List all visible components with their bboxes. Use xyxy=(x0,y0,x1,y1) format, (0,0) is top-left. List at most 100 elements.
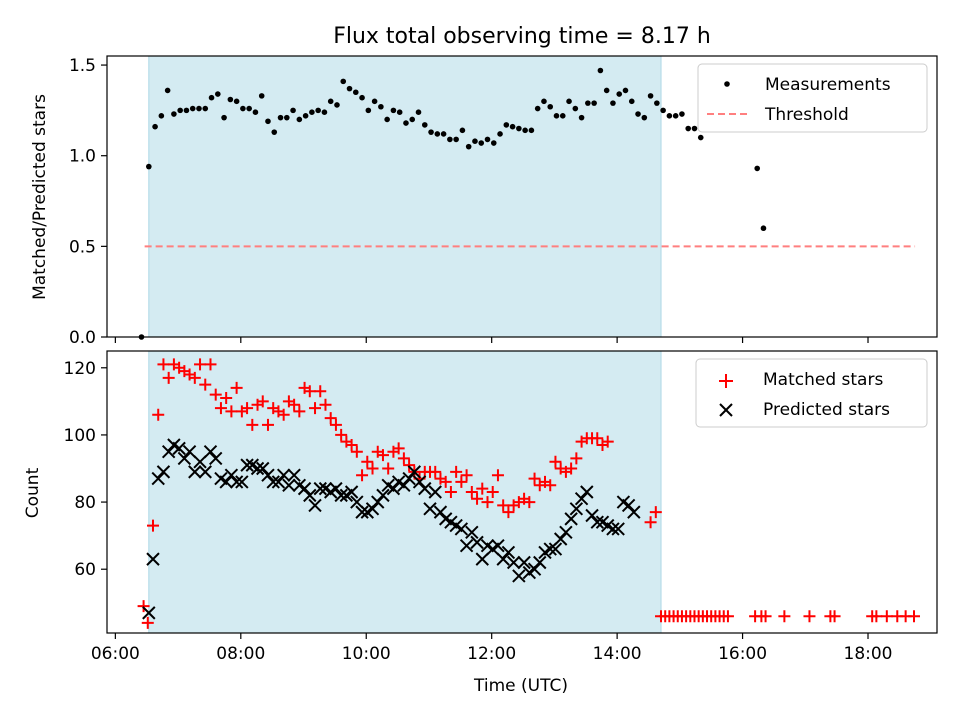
predicted-star-point xyxy=(193,455,207,469)
matched-star-point xyxy=(319,398,332,411)
measurement-point xyxy=(578,114,585,121)
predicted-star-point xyxy=(543,542,557,556)
predicted-star-point xyxy=(491,539,505,553)
predicted-star-point xyxy=(585,508,599,523)
predicted-star-point xyxy=(355,505,369,519)
measurement-point xyxy=(528,127,535,134)
measurement-point xyxy=(189,105,196,112)
predicted-star-point xyxy=(282,478,296,492)
measurement-point xyxy=(660,107,666,114)
measurement-point xyxy=(421,122,428,128)
matched-star-point xyxy=(523,496,536,509)
measurement-point xyxy=(246,105,252,112)
measurement-point xyxy=(202,105,209,112)
threshold-legend-label: Threshold xyxy=(764,105,849,125)
matched-star-point xyxy=(460,469,473,482)
measurement-point xyxy=(352,89,359,96)
predicted-star-point xyxy=(397,478,411,492)
matched-star-point xyxy=(225,405,238,418)
predicted-star-point xyxy=(224,468,239,482)
measurement-point xyxy=(597,67,604,74)
matched-star-point xyxy=(497,499,510,512)
measurement-point xyxy=(672,113,679,119)
x-tick-label: 16:00 xyxy=(718,644,767,664)
predicted-legend-marker xyxy=(719,403,733,417)
top-plot-frame xyxy=(106,55,938,338)
measurement-point xyxy=(447,136,453,143)
matched-star-point xyxy=(329,418,342,431)
matched-star-point xyxy=(141,616,154,629)
matched-star-point xyxy=(570,452,583,465)
measurement-point xyxy=(265,118,271,125)
predicted-star-point xyxy=(229,475,244,489)
matched-star-point xyxy=(137,600,150,613)
measurement-point xyxy=(271,129,278,135)
matched-star-point xyxy=(356,469,369,482)
measurement-point xyxy=(327,98,334,105)
matched-legend-marker xyxy=(719,374,733,388)
predicted-star-point xyxy=(156,465,171,479)
measurement-point xyxy=(296,116,303,123)
predicted-star-point xyxy=(198,465,212,479)
predicted-star-point xyxy=(423,502,437,516)
measurement-point xyxy=(509,123,516,130)
y-tick-label: 1.5 xyxy=(69,56,96,76)
measurement-point xyxy=(635,111,641,117)
predicted-star-point xyxy=(418,481,432,496)
predicted-star-point xyxy=(271,475,286,489)
matched-star-point xyxy=(465,486,478,498)
matched-star-point xyxy=(476,482,489,495)
figure-title: Flux total observing time = 8.17 h xyxy=(333,24,711,49)
predicted-star-point xyxy=(146,552,160,566)
matched-star-point xyxy=(491,469,504,482)
matched-star-point xyxy=(350,445,363,458)
measurement-point xyxy=(647,93,654,99)
matched-star-point xyxy=(288,398,301,411)
predicted-star-point xyxy=(161,445,176,459)
matched-star-point xyxy=(591,432,604,445)
x-axis-label: Time (UTC) xyxy=(473,676,568,696)
predicted-star-point xyxy=(506,555,521,570)
predicted-star-point xyxy=(203,445,218,459)
matched-star-point xyxy=(450,465,463,478)
measurement-point xyxy=(566,98,572,105)
bottom-legend-box xyxy=(695,358,928,428)
matched-star-point xyxy=(241,402,254,415)
y-tick-label: 1.0 xyxy=(69,147,96,167)
predicted-star-point xyxy=(151,471,165,486)
measurement-point xyxy=(409,116,416,123)
measurement-point xyxy=(459,127,466,134)
measurement-point xyxy=(346,85,353,92)
measurement-point xyxy=(534,105,541,112)
predicted-star-point xyxy=(501,545,516,560)
measurement-point xyxy=(340,78,347,85)
predicted-star-point xyxy=(256,461,270,476)
x-tick-label: 14:00 xyxy=(593,644,642,664)
measurement-point xyxy=(490,140,497,146)
predicted-star-point xyxy=(276,468,291,482)
measurement-point xyxy=(365,107,372,114)
predicted-star-point xyxy=(512,569,526,583)
measurement-point xyxy=(553,113,560,119)
predicted-star-point xyxy=(240,458,254,472)
predicted-star-point xyxy=(428,485,442,499)
measurement-point xyxy=(302,113,309,119)
predicted-star-point xyxy=(559,525,573,539)
measurement-point xyxy=(760,225,767,232)
measurement-point xyxy=(472,138,478,145)
matched-star-point xyxy=(471,492,484,505)
measurement-point xyxy=(697,134,704,141)
measurements-legend-label: Measurements xyxy=(765,75,891,95)
predicted-star-point xyxy=(454,522,469,536)
measurement-point xyxy=(547,103,554,110)
measurement-point xyxy=(428,129,434,135)
matched-star-point xyxy=(828,610,841,623)
measurement-point xyxy=(384,116,390,123)
matched-star-point xyxy=(908,610,921,623)
predicted-star-point xyxy=(402,471,416,486)
predicted-star-point xyxy=(590,515,604,529)
predicted-star-point xyxy=(235,475,249,489)
matched-star-point xyxy=(403,459,416,472)
predicted-star-point xyxy=(465,525,479,539)
matched-legend-label: Matched stars xyxy=(763,370,883,390)
